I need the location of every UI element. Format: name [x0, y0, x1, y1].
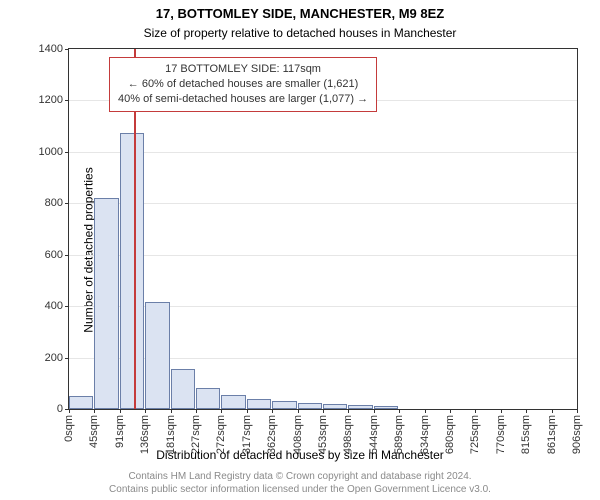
- x-tick-mark: [450, 409, 451, 413]
- callout-line: ← 60% of detached houses are smaller (1,…: [118, 77, 368, 92]
- x-tick-mark: [399, 409, 400, 413]
- y-tick-label: 1200: [39, 94, 63, 106]
- histogram-bar: [348, 405, 372, 409]
- histogram-bar: [298, 403, 322, 409]
- y-tick-label: 400: [45, 300, 63, 312]
- y-tick-label: 0: [57, 403, 63, 415]
- y-tick-label: 1400: [39, 43, 63, 55]
- gridline: [69, 152, 577, 153]
- x-axis-label: Distribution of detached houses by size …: [0, 448, 600, 462]
- chart-title: 17, BOTTOMLEY SIDE, MANCHESTER, M9 8EZ: [0, 6, 600, 21]
- x-tick-label: 91sqm: [114, 415, 126, 448]
- x-tick-mark: [272, 409, 273, 413]
- x-tick-label: 45sqm: [88, 415, 100, 448]
- histogram-bar: [247, 399, 271, 409]
- plot-area: 02004006008001000120014000sqm45sqm91sqm1…: [68, 48, 578, 410]
- y-tick-label: 600: [45, 249, 63, 261]
- x-tick-mark: [348, 409, 349, 413]
- gridline: [69, 203, 577, 204]
- x-tick-mark: [475, 409, 476, 413]
- x-tick-mark: [577, 409, 578, 413]
- x-tick-label: 0sqm: [63, 415, 75, 442]
- histogram-bar: [323, 404, 347, 409]
- x-tick-mark: [425, 409, 426, 413]
- x-tick-mark: [526, 409, 527, 413]
- histogram-bar: [120, 133, 144, 409]
- x-tick-mark: [94, 409, 95, 413]
- x-tick-mark: [501, 409, 502, 413]
- credit-line-1: Contains HM Land Registry data © Crown c…: [128, 471, 471, 482]
- x-tick-mark: [221, 409, 222, 413]
- x-tick-mark: [120, 409, 121, 413]
- credit-line-2: Contains public sector information licen…: [109, 484, 491, 495]
- histogram-bar: [145, 302, 169, 409]
- histogram-bar: [221, 395, 245, 409]
- chart-container: 17, BOTTOMLEY SIDE, MANCHESTER, M9 8EZ S…: [0, 0, 600, 500]
- histogram-bar: [374, 406, 398, 409]
- x-tick-mark: [374, 409, 375, 413]
- x-tick-mark: [171, 409, 172, 413]
- histogram-bar: [196, 388, 220, 409]
- x-tick-mark: [69, 409, 70, 413]
- histogram-bar: [171, 369, 195, 409]
- x-tick-mark: [298, 409, 299, 413]
- y-tick-label: 800: [45, 197, 63, 209]
- callout-line: 17 BOTTOMLEY SIDE: 117sqm: [118, 62, 368, 77]
- callout-line: 40% of semi-detached houses are larger (…: [118, 92, 368, 107]
- chart-subtitle: Size of property relative to detached ho…: [0, 26, 600, 40]
- x-tick-mark: [145, 409, 146, 413]
- histogram-bar: [69, 396, 93, 409]
- histogram-bar: [94, 198, 118, 409]
- histogram-bar: [272, 401, 296, 409]
- x-tick-mark: [196, 409, 197, 413]
- gridline: [69, 255, 577, 256]
- y-tick-label: 200: [45, 352, 63, 364]
- x-tick-mark: [552, 409, 553, 413]
- credit-text: Contains HM Land Registry data © Crown c…: [0, 470, 600, 496]
- x-tick-mark: [323, 409, 324, 413]
- x-tick-mark: [247, 409, 248, 413]
- y-tick-label: 1000: [39, 146, 63, 158]
- callout-box: 17 BOTTOMLEY SIDE: 117sqm← 60% of detach…: [109, 57, 377, 112]
